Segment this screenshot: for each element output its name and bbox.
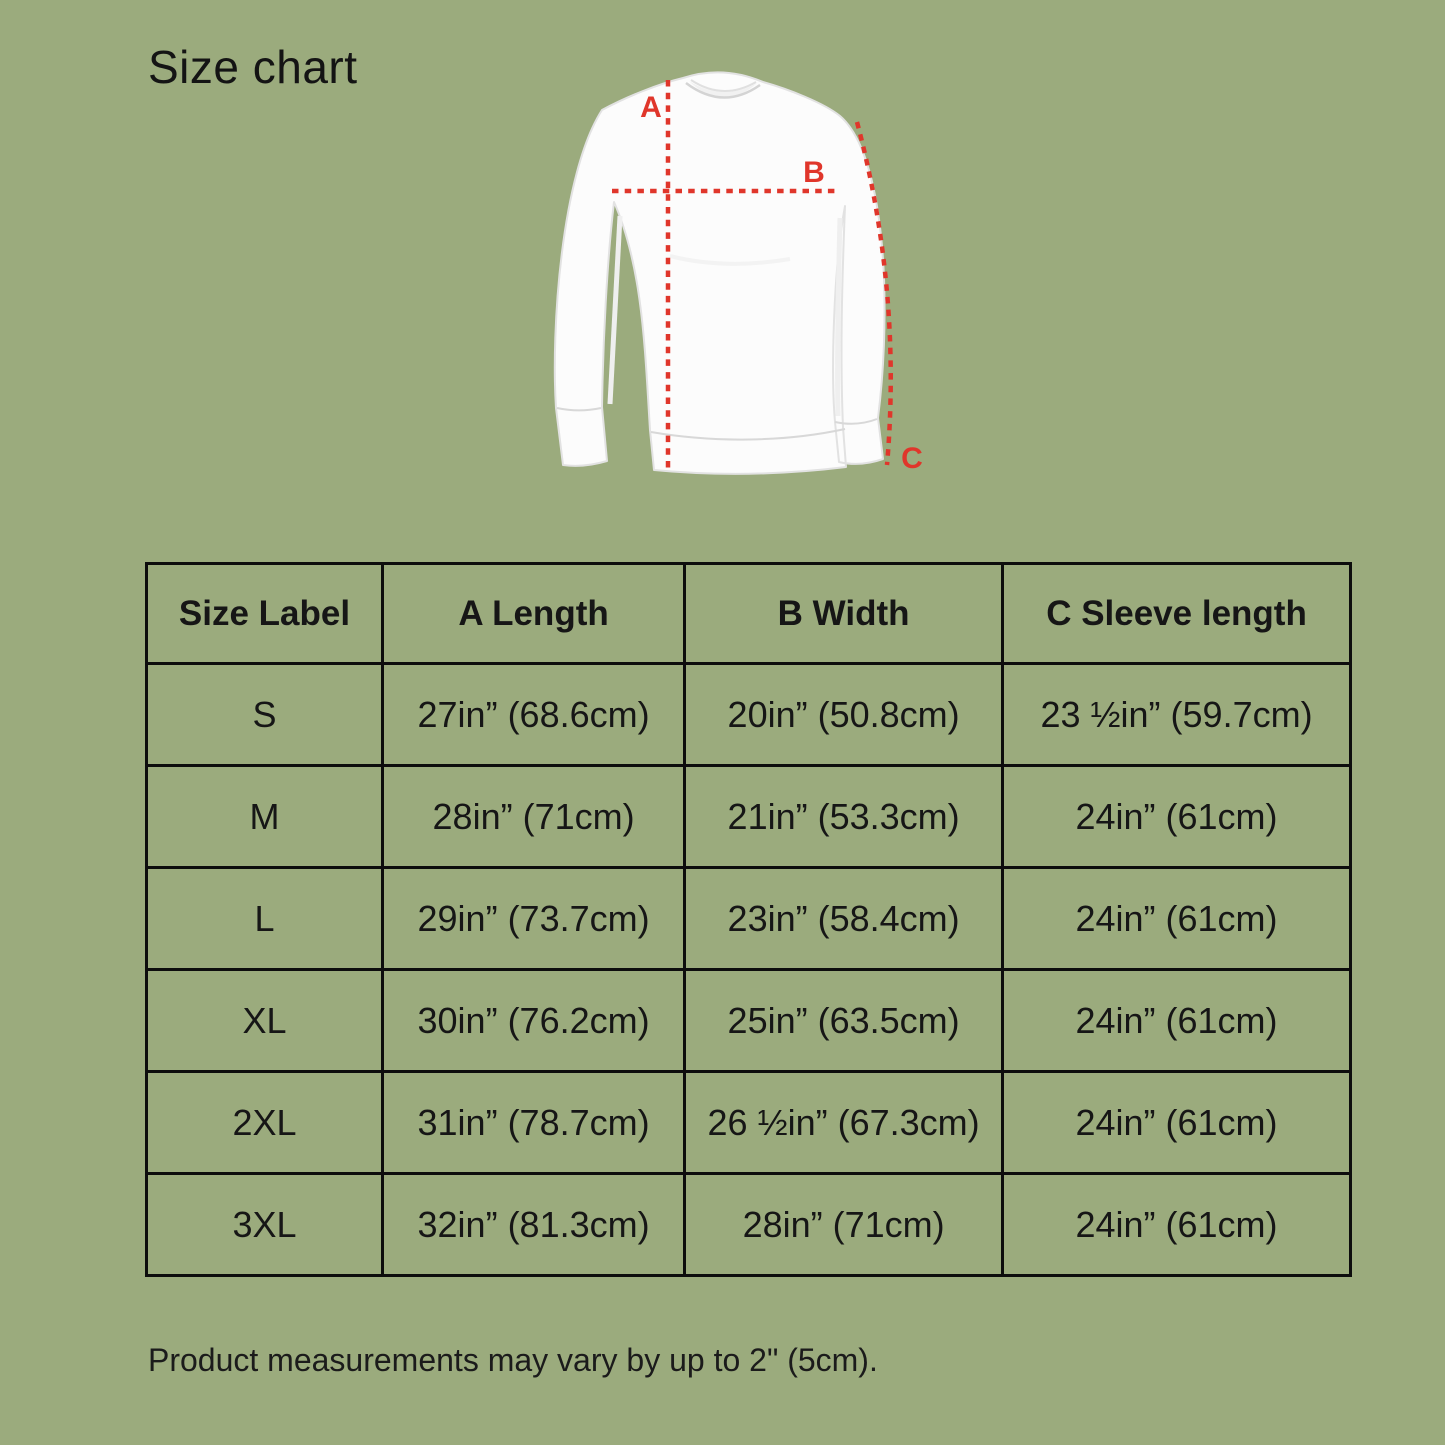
table-cell: 24in” (61cm) [1001, 1070, 1352, 1175]
table-row-l: L 29in” (73.7cm) 23in” (58.4cm) 24in” (6… [145, 866, 1352, 971]
measurement-label-c: C [901, 442, 923, 475]
table-row-3xl: 3XL 32in” (81.3cm) 28in” (71cm) 24in” (6… [145, 1172, 1352, 1277]
table-header-c-sleeve-length: C Sleeve length [1001, 562, 1352, 665]
table-cell: 21in” (53.3cm) [683, 764, 1005, 869]
table-cell: 2XL [145, 1070, 384, 1175]
table-header-b-width: B Width [683, 562, 1005, 665]
measurement-label-b: B [803, 156, 825, 189]
table-cell: 27in” (68.6cm) [380, 662, 687, 767]
table-cell: M [145, 764, 384, 869]
sweatshirt-image [553, 71, 886, 475]
measurement-disclaimer: Product measurements may vary by up to 2… [148, 1342, 878, 1378]
table-row-s: S 27in” (68.6cm) 20in” (50.8cm) 23 ½in” … [145, 662, 1352, 767]
table-cell: 24in” (61cm) [1001, 764, 1352, 869]
table-row-2xl: 2XL 31in” (78.7cm) 26 ½in” (67.3cm) 24in… [145, 1070, 1352, 1175]
table-cell: 32in” (81.3cm) [380, 1172, 687, 1277]
table-header-size-label: Size Label [145, 562, 384, 665]
table-cell: 30in” (76.2cm) [380, 968, 687, 1073]
table-cell: 29in” (73.7cm) [380, 866, 687, 971]
table-cell: 24in” (61cm) [1001, 866, 1352, 971]
measurement-label-a: A [640, 91, 662, 124]
page-title: Size chart [148, 41, 358, 93]
table-header-row: Size Label A Length B Width C Sleeve len… [145, 562, 1352, 665]
table-cell: 3XL [145, 1172, 384, 1277]
table-cell: L [145, 866, 384, 971]
table-cell: S [145, 662, 384, 767]
sweatshirt-measurement-diagram: A B C [550, 56, 970, 492]
table-row-m: M 28in” (71cm) 21in” (53.3cm) 24in” (61c… [145, 764, 1352, 869]
table-cell: 20in” (50.8cm) [683, 662, 1005, 767]
table-cell: 23in” (58.4cm) [683, 866, 1005, 971]
table-cell: 28in” (71cm) [380, 764, 687, 869]
table-cell: 28in” (71cm) [683, 1172, 1005, 1277]
table-cell: 24in” (61cm) [1001, 1172, 1352, 1277]
table-cell: 23 ½in” (59.7cm) [1001, 662, 1352, 767]
table-cell: 24in” (61cm) [1001, 968, 1352, 1073]
table-cell: 25in” (63.5cm) [683, 968, 1005, 1073]
table-cell: 26 ½in” (67.3cm) [683, 1070, 1005, 1175]
table-row-xl: XL 30in” (76.2cm) 25in” (63.5cm) 24in” (… [145, 968, 1352, 1073]
table-cell: XL [145, 968, 384, 1073]
table-cell: 31in” (78.7cm) [380, 1070, 687, 1175]
table-header-a-length: A Length [380, 562, 687, 665]
sweatshirt-diagram-svg: A B C [553, 71, 923, 475]
size-table: Size Label A Length B Width C Sleeve len… [145, 562, 1352, 1277]
